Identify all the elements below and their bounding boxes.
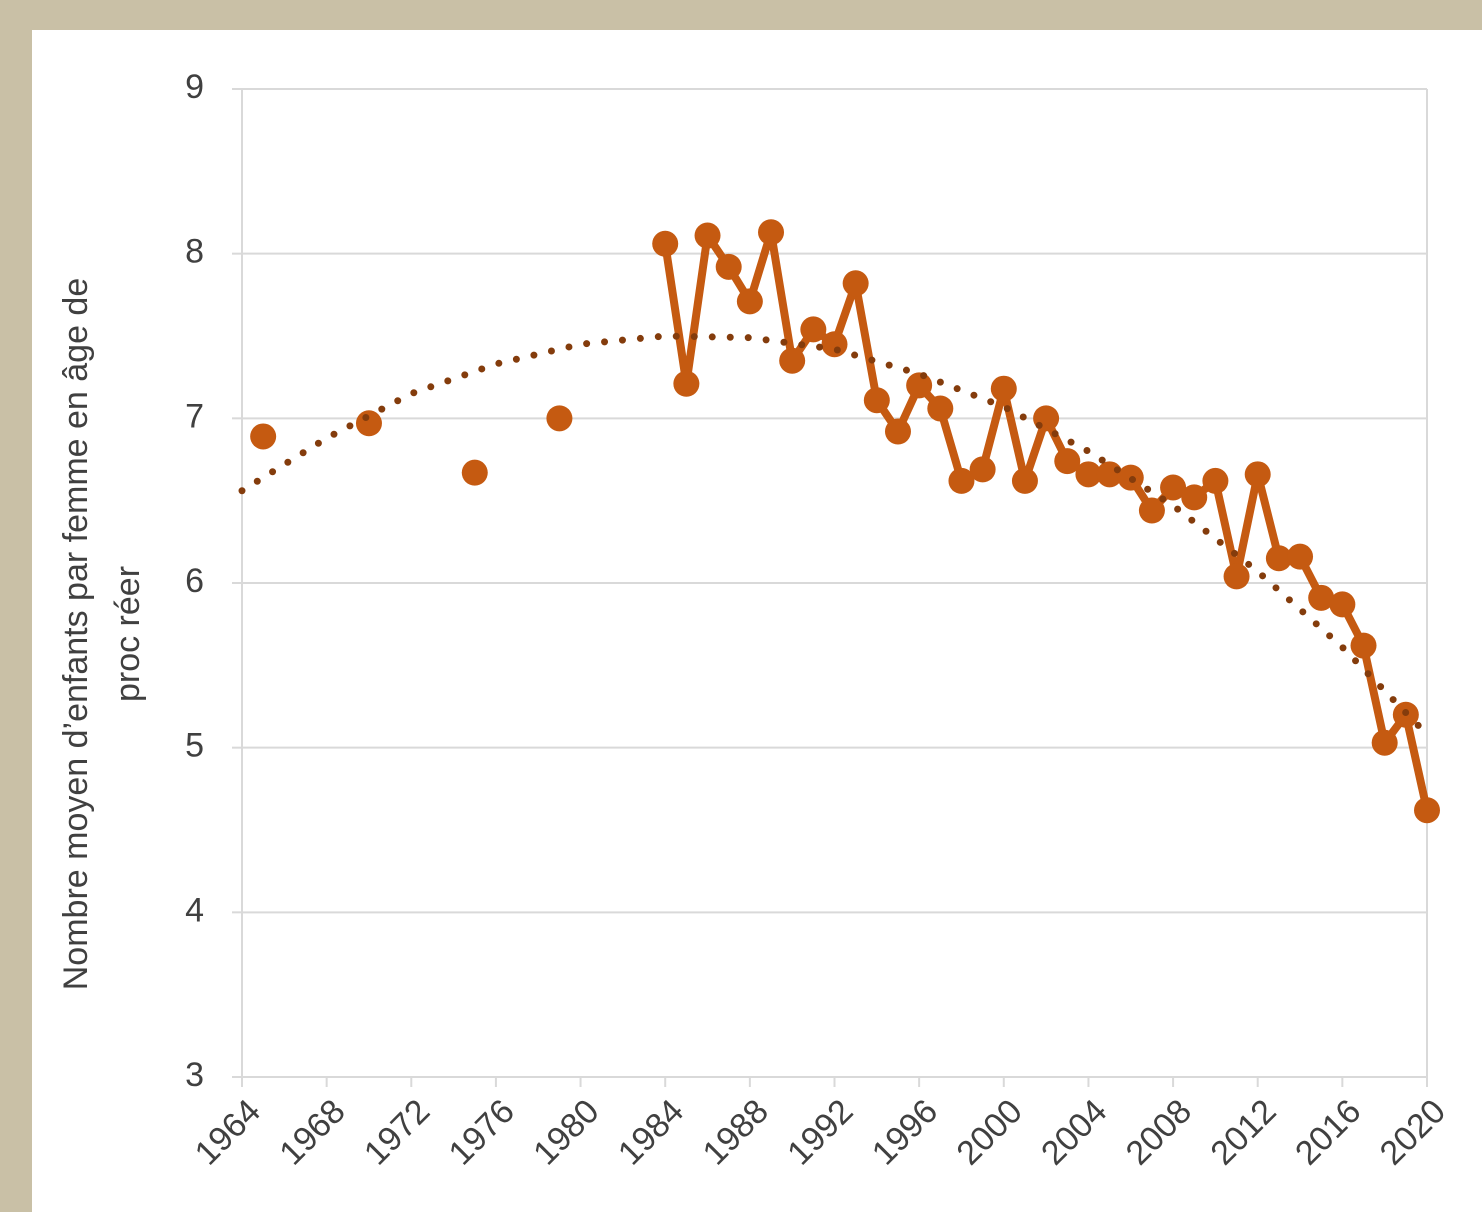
data-point bbox=[1011, 467, 1038, 494]
y-tick-label: 7 bbox=[185, 397, 204, 435]
data-point bbox=[715, 253, 742, 280]
data-point bbox=[842, 270, 869, 297]
data-point bbox=[1287, 543, 1314, 570]
y-axis-title: proc réer bbox=[109, 566, 147, 702]
data-point bbox=[355, 410, 382, 437]
data-point bbox=[461, 459, 488, 486]
data-point bbox=[906, 372, 933, 399]
data-point bbox=[863, 387, 890, 414]
y-tick-label: 9 bbox=[185, 68, 204, 106]
data-point bbox=[884, 418, 911, 445]
data-point bbox=[821, 331, 848, 358]
y-tick-label: 3 bbox=[185, 1056, 204, 1094]
chart-panel bbox=[32, 30, 1482, 1212]
data-point bbox=[694, 222, 721, 249]
data-point bbox=[1244, 461, 1271, 488]
data-point bbox=[1329, 591, 1356, 618]
data-point bbox=[652, 230, 679, 257]
data-point bbox=[1054, 448, 1081, 475]
data-point bbox=[546, 405, 573, 432]
data-point bbox=[758, 219, 785, 246]
trend-line bbox=[238, 332, 1431, 738]
data-point bbox=[1075, 461, 1102, 488]
data-point bbox=[1265, 545, 1292, 572]
data-point bbox=[1223, 563, 1250, 590]
y-tick-label: 5 bbox=[185, 727, 204, 765]
y-axis-title: Nombre moyen d’enfants par femme en âge … bbox=[57, 278, 95, 991]
y-tick-label: 4 bbox=[185, 891, 204, 929]
y-tick-label: 8 bbox=[185, 233, 204, 271]
data-point bbox=[990, 375, 1017, 402]
data-point bbox=[1181, 484, 1208, 511]
data-point bbox=[779, 347, 806, 374]
data-point bbox=[1371, 729, 1398, 756]
data-point bbox=[1202, 467, 1229, 494]
data-point bbox=[673, 370, 700, 397]
data-point bbox=[948, 467, 975, 494]
data-point bbox=[969, 456, 996, 483]
data-point bbox=[736, 288, 763, 315]
data-point bbox=[250, 423, 277, 450]
y-tick-label: 6 bbox=[185, 562, 204, 600]
data-point bbox=[1160, 474, 1187, 501]
data-point bbox=[1414, 797, 1440, 824]
data-point bbox=[927, 395, 954, 422]
data-point bbox=[1138, 497, 1165, 524]
data-point bbox=[800, 316, 827, 343]
data-point bbox=[1350, 632, 1377, 659]
data-point bbox=[1308, 584, 1335, 611]
